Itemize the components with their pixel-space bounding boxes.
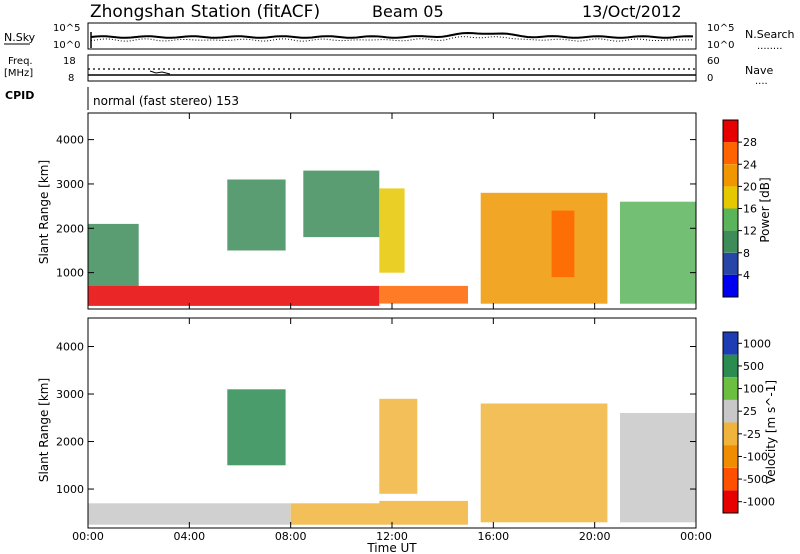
noise-panel: N.Sky 10^5 10^0 10^5 10^0 N.Search .....… <box>4 22 795 52</box>
echo-region-5 <box>379 188 405 273</box>
echo-region-0 <box>88 503 291 525</box>
beam-label: Beam 05 <box>372 2 444 21</box>
colorbar-tick-label-2: 12 <box>743 225 757 238</box>
colorbar-swatch-3 <box>723 208 738 231</box>
y-tick-label-3: 4000 <box>56 341 84 354</box>
freq-glitch <box>149 70 171 75</box>
y-tick-label-0: 1000 <box>56 267 84 280</box>
mhz-label: [MHz] <box>4 68 33 79</box>
y-tick-label-1: 2000 <box>56 436 84 449</box>
colorbar-swatch-2 <box>723 230 738 253</box>
freq-right-tick-top: 60 <box>707 56 720 67</box>
x-tick-label-4: 16:00 <box>477 530 509 543</box>
echo-region-4 <box>379 285 468 304</box>
cpid-panel: CPID normal (fast stereo) 153 <box>5 87 239 110</box>
echo-region-4 <box>379 398 418 494</box>
freq-left-tick-top: 18 <box>63 56 76 67</box>
echo-region-7 <box>551 210 575 278</box>
colorbar-tick-label-4: -25 <box>743 428 761 441</box>
x-tick-label-3: 12:00 <box>376 530 408 543</box>
colorbar-tick-label-0: 4 <box>743 269 750 282</box>
colorbar-tick-label-4: 20 <box>743 180 757 193</box>
y-tick-label-1: 2000 <box>56 222 84 235</box>
noise-left-tick-bottom: 10^0 <box>53 40 80 51</box>
echo-region-5 <box>480 403 608 523</box>
colorbar-tick-label-3: 25 <box>743 405 757 418</box>
echo-region-6 <box>620 413 696 523</box>
echo-region-0 <box>88 285 380 306</box>
colorbar-tick-label-3: 16 <box>743 203 757 216</box>
colorbar-swatch-6 <box>723 142 738 165</box>
freq-right-tick-bottom: 0 <box>707 73 713 84</box>
nave-label: Nave <box>745 64 773 77</box>
y-tick-label-3: 4000 <box>56 134 84 147</box>
y-tick-label-2: 3000 <box>56 178 84 191</box>
nsky-label: N.Sky <box>4 31 36 44</box>
cpid-text: normal (fast stereo) 153 <box>93 94 239 108</box>
echo-region-3 <box>379 500 468 525</box>
noise-left-tick-top: 10^5 <box>53 23 80 34</box>
colorbar-swatch-1 <box>723 467 738 491</box>
velocity-colorbar: 1000 500 100 25 -25 -100 -500 -1000 <box>722 331 775 514</box>
x-tick-label-1: 04:00 <box>173 530 205 543</box>
nsky-trace <box>90 31 694 39</box>
colorbar-swatch-5 <box>723 377 738 400</box>
velocity-panel: 1000 2000 3000 4000 <box>56 317 697 529</box>
colorbar-tick-label-5: -100 <box>743 450 768 463</box>
x-tick-label-5: 20:00 <box>579 530 611 543</box>
colorbar-tick-label-2: 100 <box>743 383 764 396</box>
echo-region-6 <box>480 192 608 304</box>
noise-right-tick-bottom: 10^0 <box>707 40 734 51</box>
echo-region-2 <box>227 389 286 466</box>
echo-region-1 <box>88 223 139 286</box>
power-colorbar: 4 8 12 16 20 24 28 <box>722 119 757 298</box>
nsearch-label: N.Search <box>745 28 795 41</box>
colorbar-tick-label-6: 28 <box>743 136 757 149</box>
echo-region-3 <box>303 170 380 238</box>
power-y-axis-title: Slant Range [km] <box>37 160 51 264</box>
colorbar-tick-label-1: 8 <box>743 247 750 260</box>
nave-legend: .... <box>755 76 768 87</box>
noise-right-tick-top: 10^5 <box>707 23 734 34</box>
nsearch-trace <box>90 36 694 42</box>
colorbar-tick-label-7: -1000 <box>743 496 775 509</box>
colorbar-swatch-3 <box>723 422 738 446</box>
y-tick-label-0: 1000 <box>56 483 84 496</box>
colorbar-swatch-2 <box>723 445 738 468</box>
echo-region-8 <box>620 201 696 304</box>
colorbar-tick-label-6: -500 <box>743 473 768 486</box>
colorbar-swatch-0 <box>723 274 738 297</box>
velocity-y-axis-title: Slant Range [km] <box>37 378 51 482</box>
echo-region-1 <box>290 503 380 525</box>
velocity-colorbar-title: Velocity [m s^-1] <box>764 380 778 484</box>
freq-left-tick-bottom: 8 <box>68 73 74 84</box>
colorbar-swatch-5 <box>723 164 738 187</box>
cpid-label: CPID <box>5 89 34 102</box>
colorbar-swatch-7 <box>723 332 738 355</box>
colorbar-tick-label-5: 24 <box>743 158 757 171</box>
nsearch-legend: ........ <box>757 41 782 52</box>
station-title: Zhongshan Station (fitACF) <box>90 2 320 22</box>
colorbar-tick-label-0: 1000 <box>743 337 771 350</box>
echo-region-2 <box>227 179 286 251</box>
power-colorbar-title: Power [dB] <box>758 177 772 242</box>
colorbar-swatch-4 <box>723 186 738 209</box>
time-axis: 00:00 04:00 08:00 12:00 16:00 20:00 00:00 <box>72 530 712 543</box>
freq-panel: Freq. [MHz] 18 8 60 0 Nave .... <box>4 54 773 87</box>
colorbar-swatch-4 <box>723 399 738 423</box>
colorbar-tick-label-1: 500 <box>743 360 764 373</box>
x-tick-label-6: 00:00 <box>680 530 712 543</box>
y-tick-label-2: 3000 <box>56 388 84 401</box>
colorbar-swatch-0 <box>723 490 738 513</box>
colorbar-swatch-1 <box>723 252 738 275</box>
colorbar-swatch-6 <box>723 354 738 378</box>
x-tick-label-2: 08:00 <box>275 530 307 543</box>
power-panel: 1000 2000 3000 4000 <box>56 112 697 310</box>
freq-label: Freq. <box>8 56 33 67</box>
x-tick-label-0: 00:00 <box>72 530 104 543</box>
x-axis-title: Time UT <box>366 541 417 554</box>
date-label: 13/Oct/2012 <box>582 2 682 21</box>
colorbar-swatch-7 <box>723 120 738 143</box>
